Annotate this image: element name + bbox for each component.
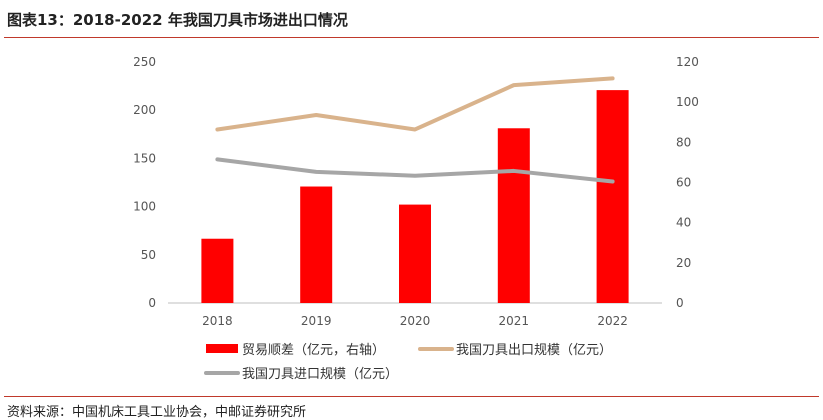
combo-chart: 0 50 100 150 200 250 0 20 40 60 80 100 120 2018 2019 20… — [133, 55, 699, 382]
chart-title: 图表13：2018-2022 年我国刀具市场进出口情况 — [7, 11, 348, 29]
y-left-tick-label: 50 — [141, 248, 156, 262]
import-scale-point — [413, 174, 417, 178]
source-note: 资料来源：中国机床工具工业协会，中邮证券研究所 — [7, 405, 307, 420]
y-left-tick-label: 150 — [133, 151, 156, 165]
export-scale-point — [611, 76, 615, 80]
y-left-tick-label: 0 — [148, 296, 156, 310]
y-left-tick-label: 200 — [133, 103, 156, 117]
ticks-group: 0 50 100 150 200 250 0 20 40 60 80 100 120 2018 2019 20… — [133, 55, 699, 328]
export-scale-point — [413, 127, 417, 131]
legend-trade-surplus-label: 贸易顺差（亿元，右轴） — [242, 343, 385, 358]
legend-export-label: 我国刀具出口规模（亿元） — [456, 343, 612, 358]
y-right-tick-label: 100 — [676, 95, 699, 109]
export-scale-point — [314, 113, 318, 117]
trade-surplus-bar — [399, 204, 431, 303]
trade-surplus-bar — [497, 128, 530, 303]
y-right-tick-label: 40 — [676, 216, 691, 230]
x-tick-label: 2020 — [400, 314, 431, 328]
trade-surplus-bar — [300, 186, 333, 303]
import-scale-point — [512, 169, 516, 173]
import-scale-point — [314, 170, 318, 174]
import-scale-line — [215, 157, 615, 184]
y-right-tick-label: 120 — [676, 55, 699, 69]
chart-area: 0 50 100 150 200 250 0 20 40 60 80 100 120 2018 2019 20… — [0, 40, 823, 396]
x-tick-label: 2019 — [301, 314, 332, 328]
y-right-tick-label: 60 — [676, 176, 691, 190]
x-tick-label: 2018 — [202, 314, 233, 328]
trade-surplus-bar — [201, 238, 234, 303]
export-scale-point — [215, 127, 219, 131]
bars-group — [201, 90, 629, 303]
source-divider — [4, 396, 819, 397]
title-divider — [4, 37, 819, 38]
export-scale-line — [215, 76, 615, 132]
y-left-tick-label: 250 — [133, 55, 156, 69]
x-tick-label: 2021 — [499, 314, 530, 328]
title-bar: 图表13：2018-2022 年我国刀具市场进出口情况 — [0, 0, 823, 40]
legend-trade-surplus-swatch — [206, 344, 238, 353]
legend-import-label: 我国刀具进口规模（亿元） — [242, 367, 398, 382]
import-scale-point — [215, 157, 219, 161]
import-scale-point — [611, 180, 615, 184]
lines-group — [215, 76, 615, 184]
legend-group: 贸易顺差（亿元，右轴） 我国刀具出口规模（亿元） 我国刀具进口规模（亿元） — [204, 343, 612, 382]
export-scale-point — [512, 83, 516, 87]
x-tick-label: 2022 — [597, 314, 628, 328]
y-left-tick-label: 100 — [133, 200, 156, 214]
y-right-tick-label: 0 — [676, 296, 684, 310]
y-right-tick-label: 20 — [676, 256, 691, 270]
trade-surplus-bar — [596, 90, 629, 303]
y-right-tick-label: 80 — [676, 135, 691, 149]
